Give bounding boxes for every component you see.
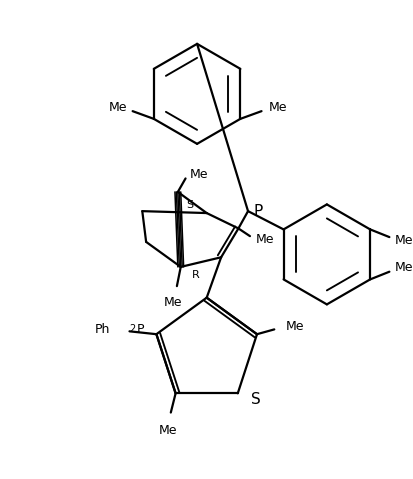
Text: P: P (137, 323, 145, 336)
Text: P: P (254, 204, 263, 218)
Text: Me: Me (108, 101, 127, 114)
Text: S: S (251, 392, 261, 407)
Text: Me: Me (269, 101, 288, 114)
Text: Ph: Ph (95, 323, 110, 336)
Text: Me: Me (395, 234, 413, 248)
Text: Me: Me (395, 262, 413, 274)
Text: 2: 2 (130, 324, 136, 334)
Text: Me: Me (256, 233, 274, 247)
Text: Me: Me (286, 320, 304, 333)
Text: Me: Me (159, 424, 177, 437)
Text: Me: Me (164, 296, 182, 309)
Text: S: S (186, 200, 193, 210)
Text: R: R (192, 270, 200, 280)
Text: Me: Me (190, 168, 208, 181)
